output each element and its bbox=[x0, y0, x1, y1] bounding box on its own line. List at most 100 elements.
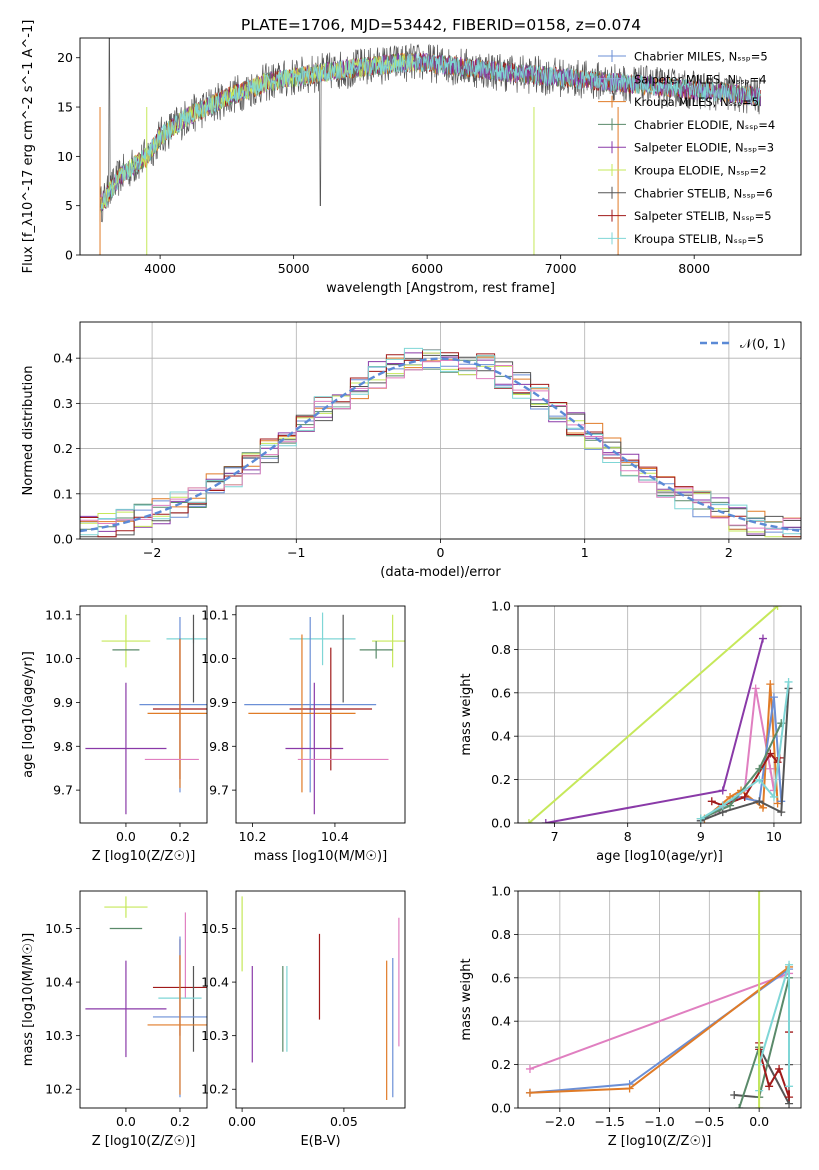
y-tick-label: 10.5 bbox=[201, 921, 229, 936]
y-tick-label: 0.8 bbox=[491, 642, 511, 657]
y-tick-label: 15 bbox=[57, 100, 73, 115]
weight-marker bbox=[773, 606, 782, 610]
y-tick-label: 0.1 bbox=[53, 486, 73, 501]
x-tick-label: 0.0 bbox=[116, 1114, 136, 1129]
y-tick-label: 10.3 bbox=[45, 1028, 73, 1043]
weight-marker bbox=[758, 634, 767, 643]
panel-weight_vs_age: 7 8 9 10 0.0 0.2 0.4 0.6 0.8 1.0 age [log10(age/yr… bbox=[459, 599, 802, 864]
y-tick-label: 10.4 bbox=[45, 975, 73, 990]
legend-label: Chabrier ELODIE, Nₛₛₚ=4 bbox=[634, 118, 775, 132]
y-axis-label: mass [log10(M/M☉)] bbox=[21, 933, 36, 1066]
x-axis-label: mass [log10(M/M☉)] bbox=[254, 849, 387, 864]
weight-line bbox=[528, 606, 779, 823]
x-tick-label: 4000 bbox=[144, 261, 176, 276]
x-tick-label: 0.00 bbox=[228, 1114, 256, 1129]
weight-marker bbox=[755, 764, 764, 773]
y-tick-label: 9.8 bbox=[209, 739, 229, 754]
normal-curve bbox=[80, 357, 801, 533]
weight-marker bbox=[785, 1082, 794, 1091]
x-tick-label: −1.5 bbox=[594, 1114, 624, 1129]
weight-marker bbox=[755, 797, 764, 806]
y-tick-label: 10.1 bbox=[45, 607, 73, 622]
weight-marker bbox=[765, 1082, 774, 1091]
weight-marker bbox=[769, 792, 778, 801]
y-axis-label: Flux [f_λ10^-17 erg cm^-2 s^-1 A^-1] bbox=[21, 20, 36, 274]
weight-marker bbox=[541, 819, 550, 823]
y-tick-label: 5 bbox=[65, 198, 73, 213]
legend-label: Salpeter STELIB, Nₛₛₚ=5 bbox=[634, 209, 772, 223]
y-tick-label: 0.2 bbox=[53, 441, 73, 456]
axes-frame bbox=[79, 37, 802, 256]
x-tick-label: 0.05 bbox=[330, 1114, 358, 1129]
legend-label: Salpeter MILES, Nₛₛₚ=4 bbox=[634, 72, 767, 86]
y-tick-label: 9.8 bbox=[53, 739, 73, 754]
legend-label: Salpeter ELODIE, Nₛₛₚ=3 bbox=[634, 141, 774, 155]
y-tick-label: 10.0 bbox=[45, 651, 73, 666]
weight-marker bbox=[707, 797, 716, 806]
x-tick-label: 10.4 bbox=[321, 829, 349, 844]
y-tick-label: 0.3 bbox=[53, 396, 73, 411]
panel-residuals: −2 −1 0 1 2 0.0 0.1 0.2 0.3 0.4 (data-model)/error… bbox=[21, 321, 802, 580]
weight-marker bbox=[524, 819, 533, 823]
legend-label: Chabrier STELIB, Nₛₛₚ=6 bbox=[634, 186, 773, 200]
y-tick-label: 0.6 bbox=[491, 970, 511, 985]
y-tick-label: 10.2 bbox=[201, 1082, 229, 1097]
x-tick-label: 0.0 bbox=[749, 1114, 769, 1129]
axes-frame bbox=[79, 605, 208, 824]
y-tick-label: 0.0 bbox=[53, 532, 73, 547]
y-axis-label: Normed distribution bbox=[21, 366, 36, 496]
weight-marker bbox=[696, 814, 705, 823]
plot-area bbox=[244, 612, 405, 815]
weight-marker bbox=[775, 1064, 784, 1073]
weight-marker bbox=[740, 792, 749, 801]
x-tick-label: −1 bbox=[287, 545, 305, 560]
weight-marker bbox=[751, 684, 760, 693]
y-tick-label: 10.2 bbox=[45, 1082, 73, 1097]
y-tick-label: 9.9 bbox=[53, 695, 73, 710]
x-tick-label: −2 bbox=[143, 545, 161, 560]
x-tick-label: 0.0 bbox=[116, 829, 136, 844]
x-tick-label: −1.0 bbox=[644, 1114, 674, 1129]
x-axis-label: Z [log10(Z/Z☉)] bbox=[92, 849, 196, 864]
panel-age_vs_Z: 0.0 0.2 9.7 9.8 9.9 10.0 10.1 Z [log10(Z/Z☉)] ag… bbox=[21, 605, 208, 864]
y-tick-label: 0.8 bbox=[491, 927, 511, 942]
x-tick-label: 2 bbox=[725, 545, 733, 560]
panel-mass_vs_ebv: 0.00 0.05 10.2 10.3 10.4 10.5 E(B-V) bbox=[201, 890, 406, 1149]
plot-area bbox=[524, 606, 793, 823]
y-tick-label: 10.3 bbox=[201, 1028, 229, 1043]
x-tick-label: 0.2 bbox=[170, 829, 190, 844]
y-tick-label: 10.1 bbox=[201, 607, 229, 622]
x-axis-label: Z [log10(Z/Z☉)] bbox=[92, 1134, 196, 1149]
x-tick-label: 10.2 bbox=[239, 829, 267, 844]
x-axis-label: wavelength [Angstrom, rest frame] bbox=[326, 281, 555, 296]
axes-frame bbox=[235, 890, 406, 1109]
x-tick-label: 0 bbox=[437, 545, 445, 560]
legend-label: Chabrier MILES, Nₛₛₚ=5 bbox=[634, 50, 768, 64]
weight-marker bbox=[784, 677, 793, 686]
axes-frame bbox=[79, 890, 208, 1109]
weight-marker bbox=[755, 891, 764, 895]
y-tick-label: 0.2 bbox=[491, 1057, 511, 1072]
weight-line bbox=[700, 722, 783, 820]
legend-label: 𝒩(0, 1) bbox=[740, 336, 786, 351]
weight-marker bbox=[718, 786, 727, 795]
plot-area bbox=[525, 891, 794, 1108]
x-tick-label: 1 bbox=[581, 545, 589, 560]
weight-marker bbox=[730, 1090, 739, 1099]
y-tick-label: 0.4 bbox=[491, 1014, 511, 1029]
weight-marker bbox=[735, 1104, 744, 1108]
x-tick-label: −2.0 bbox=[545, 1114, 575, 1129]
y-tick-label: 10 bbox=[57, 149, 73, 164]
y-tick-label: 10.0 bbox=[201, 651, 229, 666]
y-axis-label: age [log10(age/yr)] bbox=[21, 651, 36, 778]
legend-label: Kroupa STELIB, Nₛₛₚ=5 bbox=[634, 232, 764, 246]
weight-marker bbox=[625, 1084, 634, 1093]
x-axis-label: age [log10(age/yr)] bbox=[596, 849, 723, 864]
x-axis-label: Z [log10(Z/Z☉)] bbox=[608, 1134, 712, 1149]
y-tick-label: 0.4 bbox=[491, 729, 511, 744]
weight-marker bbox=[769, 693, 778, 702]
weight-marker bbox=[785, 1093, 794, 1102]
y-tick-label: 1.0 bbox=[491, 599, 511, 614]
y-tick-label: 9.7 bbox=[209, 783, 229, 798]
